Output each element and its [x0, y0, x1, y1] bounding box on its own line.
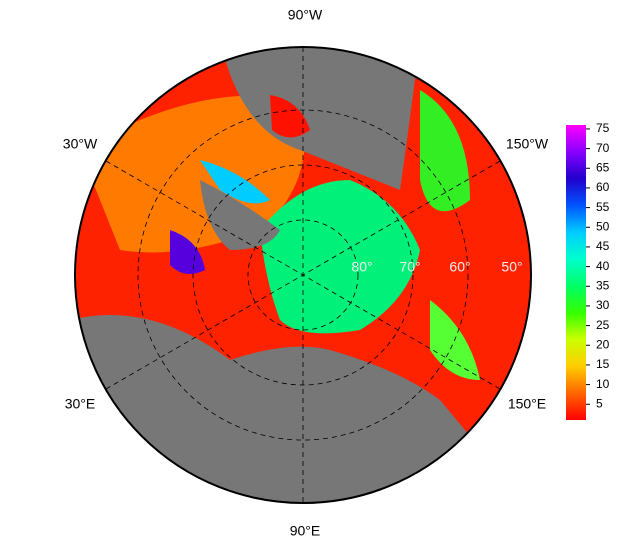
colorbar-tick-label: 55 — [596, 200, 610, 214]
sea-ice-region — [260, 180, 420, 334]
colorbar-tick-label: 70 — [596, 141, 610, 155]
lat-label: 60° — [449, 259, 470, 275]
lon-label: 150°E — [508, 396, 546, 412]
colorbar-tick-label: 30 — [596, 298, 610, 312]
lon-label: 30°W — [63, 136, 98, 152]
north-america-land — [220, 47, 420, 190]
colorbar-tick-label: 40 — [596, 259, 610, 273]
colorbar-tick-label: 50 — [596, 219, 610, 233]
greenland-land — [200, 180, 280, 250]
map-border — [74, 46, 532, 504]
colorbar: 5 10 15 20 25 30 35 40 45 50 55 60 65 70 75 — [566, 121, 610, 420]
colorbar-tick-label: 45 — [596, 239, 610, 253]
colorbar-tick-label: 20 — [596, 337, 610, 351]
field-patch — [200, 160, 270, 204]
lon-label: 150°W — [506, 136, 549, 152]
lat-circle — [247, 219, 359, 331]
colorbar-tick-label: 65 — [596, 160, 610, 174]
lon-label: 90°W — [288, 7, 323, 23]
colorbar-tick-label: 15 — [596, 357, 610, 371]
graticule — [105, 47, 501, 503]
lon-label: 90°E — [290, 523, 321, 539]
colorbar-tick-label: 5 — [596, 396, 603, 410]
meridian — [105, 160, 501, 390]
lat-label: 80° — [351, 259, 372, 275]
field-patch — [420, 90, 470, 212]
map-field — [75, 47, 531, 503]
colorbar-tick-label: 60 — [596, 180, 610, 194]
colorbar-tick-label: 75 — [596, 121, 610, 135]
hudson-bay — [270, 95, 310, 138]
colorbar-tick-label: 35 — [596, 278, 610, 292]
colorbar-ramp — [566, 125, 586, 420]
lon-label: 30°E — [65, 396, 96, 412]
colorbar-tick-label: 10 — [596, 377, 610, 391]
colorbar-tick-label: 25 — [596, 318, 610, 332]
field-patch — [170, 230, 205, 274]
lat-label: 70° — [399, 259, 420, 275]
lat-label: 50° — [501, 259, 522, 275]
